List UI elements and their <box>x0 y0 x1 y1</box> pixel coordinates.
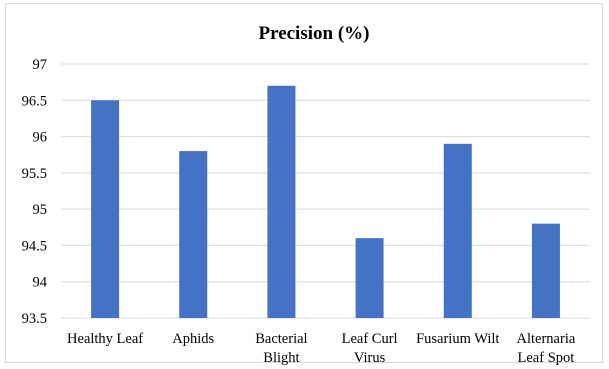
y-tick-label: 94 <box>33 275 48 291</box>
bar <box>355 238 384 318</box>
y-tick-label: 94.5 <box>22 238 47 254</box>
x-category-label: Fusarium Wilt <box>416 331 499 347</box>
y-axis-ticks: 93.5 94 94.5 95 95.5 96 96.5 97 <box>22 57 48 327</box>
x-category-label: Aphids <box>172 331 214 347</box>
y-tick-label: 95.5 <box>22 166 47 182</box>
chart-title: Precision (%) <box>259 23 370 44</box>
gridlines <box>61 63 590 319</box>
x-category-label-line: Aphids <box>172 331 214 347</box>
bars <box>91 85 560 319</box>
bar <box>91 100 120 319</box>
x-category-label: Healthy Leaf <box>67 331 143 347</box>
y-tick-label: 95 <box>33 202 48 218</box>
x-category-label-line: Leaf Spot <box>518 350 575 366</box>
x-category-label-line: Alternaria <box>517 331 576 347</box>
x-category-label: Alternaria Leaf Spot <box>517 331 576 366</box>
x-axis-categories: Healthy Leaf Aphids Bacterial Blight Leaf Cu… <box>67 331 576 366</box>
bar <box>267 85 296 319</box>
x-category-label-line: Virus <box>354 350 386 366</box>
x-category-label-line: Leaf Curl <box>342 331 398 347</box>
y-tick-label: 96 <box>33 130 48 146</box>
bar <box>443 143 472 318</box>
bar <box>531 223 560 318</box>
y-tick-label: 97 <box>33 57 48 73</box>
y-tick-label: 96.5 <box>22 93 47 109</box>
x-category-label: Leaf Curl Virus <box>342 331 398 366</box>
x-category-label-line: Healthy Leaf <box>67 331 143 347</box>
bar <box>179 151 208 318</box>
y-tick-label: 93.5 <box>22 311 47 327</box>
x-category-label-line: Fusarium Wilt <box>416 331 499 347</box>
x-category-label-line: Bacterial <box>255 331 307 347</box>
x-category-label: Bacterial Blight <box>255 331 307 366</box>
x-category-label-line: Blight <box>263 350 299 366</box>
